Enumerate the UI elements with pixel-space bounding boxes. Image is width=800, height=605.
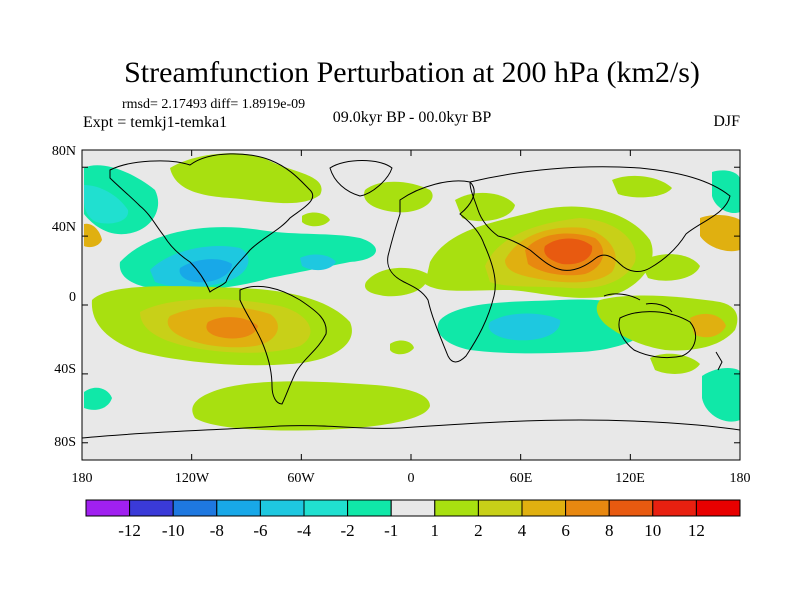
field-north-pacific-green (170, 153, 322, 204)
coastlines (82, 153, 740, 439)
coastline-europe-africa (387, 180, 496, 363)
colorbar-swatch (477, 499, 523, 517)
colorbar-swatch (652, 499, 697, 517)
coastline-greenland (329, 160, 393, 197)
field-layer (84, 153, 740, 431)
field-north-pacific-cyan (84, 185, 129, 224)
y-tick-label: 80N (52, 144, 76, 159)
colorbar-swatch (259, 499, 305, 517)
stats-text: rmsd= 2.17493 diff= 1.8919e-09 (122, 97, 305, 112)
field-trough-cyan-east (300, 254, 336, 271)
colorbar-label: -4 (297, 521, 312, 540)
y-tick-label: 0 (69, 290, 76, 305)
colorbar-swatch (347, 499, 392, 517)
field-asian-high-core (544, 238, 593, 265)
y-tick-label: 40N (52, 220, 76, 235)
colorbar-label: 1 (431, 521, 440, 540)
colorbar-label: 2 (474, 521, 483, 540)
colorbar-label: -1 (384, 521, 398, 540)
colorbar-swatch (521, 499, 567, 517)
field-east-pacific-green (640, 254, 700, 281)
colorbar-swatch (565, 499, 610, 517)
period-label: 09.0kyr BP - 00.0kyr BP (333, 109, 492, 126)
x-axis: 180 120W 60W 0 60E 120E 180 (72, 471, 751, 486)
field-south-high-core (206, 317, 258, 339)
colorbar-swatch (303, 499, 349, 517)
coastline-antarctica (82, 419, 740, 439)
colorbar-swatch (695, 499, 741, 517)
coastline-north-america (109, 153, 313, 293)
field-southeast-rim-green (650, 353, 700, 374)
colorbar-label: 12 (688, 521, 705, 540)
x-tick-label: 60W (287, 471, 315, 486)
field-north-orange-east-rim (700, 214, 740, 252)
x-tick-label: 0 (408, 471, 415, 486)
coastline-asia (469, 166, 731, 272)
colorbar-label: -10 (162, 521, 185, 540)
chart-title: Streamfunction Perturbation at 200 hPa (… (124, 56, 700, 89)
colorbar-swatch (390, 499, 436, 517)
colorbar (85, 499, 741, 517)
x-tick-label: 120W (175, 471, 210, 486)
field-southeast-pacific-gold (690, 313, 726, 338)
x-tick-label: 60E (510, 471, 533, 486)
season-label: DJF (713, 113, 740, 130)
x-tick-label: 120E (615, 471, 645, 486)
colorbar-swatch (434, 499, 479, 517)
experiment-label: Expt = temkj1-temka1 (83, 114, 227, 131)
colorbar-label: -2 (341, 521, 355, 540)
field-southern-ridge-green (192, 381, 430, 431)
field-southern-west-teal (84, 387, 112, 410)
field-small-green-atlantic (302, 212, 330, 227)
field-west-orange-rim (84, 223, 102, 248)
colorbar-swatch (172, 499, 218, 517)
field-indian-low-cyan (488, 313, 561, 341)
x-tick-label: 180 (730, 471, 751, 486)
colorbar-swatch (129, 499, 174, 517)
colorbar-label: -12 (118, 521, 141, 540)
colorbar-label: 4 (518, 521, 527, 540)
field-north-teal-east-rim (712, 170, 740, 214)
coastline-new-zealand (715, 351, 723, 371)
field-north-green-scandinavia (455, 192, 515, 222)
colorbar-label: 10 (644, 521, 661, 540)
y-tick-label: 40S (54, 362, 76, 377)
map-panel: 80N 40N 0 40S 80S 180 120W 60W 0 60E 120… (52, 144, 751, 486)
colorbar-label: 6 (561, 521, 570, 540)
colorbar-label: -8 (210, 521, 224, 540)
coastline-indonesia (603, 293, 673, 313)
coastline-australia (618, 311, 697, 359)
axis-ticks (81, 150, 741, 460)
colorbar-swatch (608, 499, 654, 517)
colorbar-swatch (216, 499, 261, 517)
field-north-green-far-east (612, 175, 672, 198)
y-tick-label: 80S (54, 435, 76, 450)
field-southeast-rim-teal (702, 368, 740, 422)
y-axis: 80N 40N 0 40S 80S (52, 144, 76, 450)
colorbar-swatch (85, 499, 131, 517)
colorbar-label: -6 (253, 521, 267, 540)
field-north-green-east (364, 181, 433, 213)
x-tick-label: 180 (72, 471, 93, 486)
field-south-atlantic-small-green (390, 340, 414, 355)
field-west-africa-green (364, 267, 429, 297)
coastline-south-america (239, 285, 327, 405)
colorbar-labels: -12 -10 -8 -6 -4 -2 -1 1 2 4 6 8 10 12 (118, 521, 705, 540)
colorbar-label: 8 (605, 521, 614, 540)
